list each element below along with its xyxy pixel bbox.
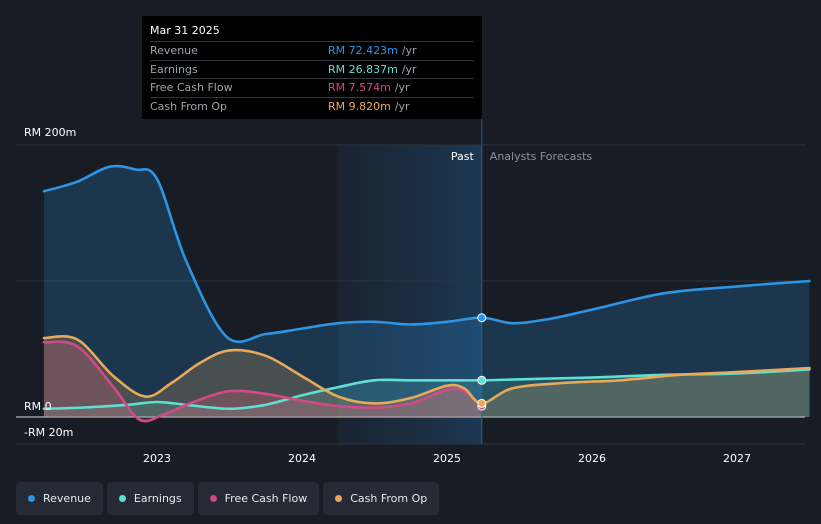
x-axis-tick-label: 2024 bbox=[288, 452, 316, 465]
cash-from-op-marker bbox=[477, 398, 487, 408]
data-tooltip: Mar 31 2025 Revenue RM 72.423m /yr Earni… bbox=[142, 16, 482, 119]
free-cash-flow-dot-icon bbox=[209, 495, 217, 502]
tooltip-date: Mar 31 2025 bbox=[150, 24, 220, 37]
legend-item-earnings[interactable]: Earnings bbox=[106, 482, 194, 515]
free-cash-flow-line bbox=[42, 340, 484, 423]
tooltip-row-cash-from-op: Cash From Op RM 9.820m /yr bbox=[150, 96, 474, 116]
legend-item-free-cash-flow[interactable]: Free Cash Flow bbox=[197, 482, 320, 515]
revenue-marker bbox=[477, 313, 487, 323]
tooltip-label: Cash From Op bbox=[150, 99, 228, 113]
legend-item-revenue[interactable]: Revenue bbox=[16, 482, 103, 515]
legend-item-cash-from-op[interactable]: Cash From Op bbox=[323, 482, 440, 515]
y-axis-label: RM 0 bbox=[24, 400, 52, 413]
x-axis-tick-label: 2025 bbox=[433, 452, 461, 465]
earnings-dot-icon bbox=[118, 495, 126, 502]
revenue-line bbox=[42, 164, 811, 344]
y-axis-label: -RM 20m bbox=[24, 426, 73, 439]
chart-legend: Revenue Earnings Free Cash Flow Cash Fro… bbox=[16, 482, 440, 515]
tooltip-unit: /yr bbox=[394, 81, 410, 95]
legend-label: Earnings bbox=[133, 492, 182, 505]
legend-label: Revenue bbox=[43, 492, 91, 505]
tooltip-value: RM 7.574m bbox=[328, 81, 391, 95]
legend-label: Free Cash Flow bbox=[224, 492, 308, 505]
legend-label: Cash From Op bbox=[350, 492, 428, 505]
x-axis-tick-label: 2023 bbox=[143, 452, 171, 465]
earnings-line bbox=[42, 368, 811, 411]
tooltip-label: Revenue bbox=[150, 44, 198, 58]
tooltip-row-free-cash-flow: Free Cash Flow RM 7.574m /yr bbox=[150, 78, 474, 97]
tooltip-label: Earnings bbox=[150, 62, 198, 76]
y-axis-label: RM 200m bbox=[24, 126, 76, 139]
x-axis-tick-label: 2027 bbox=[723, 452, 751, 465]
tooltip-value: RM 72.423m bbox=[328, 44, 398, 58]
earnings-marker bbox=[477, 375, 487, 385]
cash-from-op-area bbox=[43, 336, 810, 417]
tooltip-unit: /yr bbox=[401, 44, 417, 58]
tooltip-label: Free Cash Flow bbox=[150, 81, 233, 95]
tooltip-row-earnings: Earnings RM 26.837m /yr bbox=[150, 59, 474, 79]
revenue-area bbox=[43, 166, 810, 417]
tooltip-unit: /yr bbox=[401, 62, 417, 76]
x-axis-tick-label: 2026 bbox=[578, 452, 606, 465]
cash-from-op-dot-icon bbox=[335, 495, 343, 502]
past-label: Past bbox=[451, 150, 475, 163]
tooltip-value: RM 26.837m bbox=[328, 62, 398, 76]
past-shade-region bbox=[338, 145, 482, 444]
revenue-dot-icon bbox=[28, 495, 35, 502]
tooltip-value: RM 9.820m bbox=[328, 99, 391, 113]
tooltip-row-revenue: Revenue RM 72.423m /yr bbox=[150, 41, 474, 60]
cash-from-op-line bbox=[42, 334, 811, 405]
forecast-label: Analysts Forecasts bbox=[490, 150, 593, 163]
tooltip-unit: /yr bbox=[394, 99, 410, 113]
